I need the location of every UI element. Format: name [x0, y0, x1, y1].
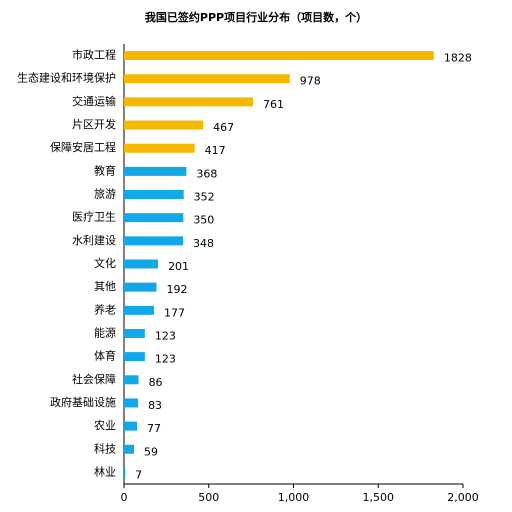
y-tick-label: 医疗卫生: [72, 210, 116, 224]
y-tick-label: 水利建设: [72, 233, 116, 247]
bar: [124, 328, 145, 338]
x-tick-label: 0: [121, 491, 128, 504]
value-label: 177: [164, 306, 185, 319]
bar: [124, 375, 139, 385]
y-tick-label: 社会保障: [72, 372, 116, 386]
value-label: 350: [193, 214, 214, 227]
bar: [124, 467, 126, 477]
value-label: 467: [213, 121, 234, 134]
y-tick-label: 养老: [94, 302, 116, 316]
y-tick-label: 教育: [94, 163, 116, 177]
value-label: 7: [135, 468, 142, 481]
value-label: 59: [144, 445, 158, 458]
x-tick-label: 2,000: [447, 491, 479, 504]
y-tick-label: 市政工程: [72, 48, 116, 62]
bar: [124, 352, 145, 362]
bar: [124, 143, 195, 153]
bar: [124, 97, 253, 107]
y-tick-label: 体育: [94, 349, 116, 363]
value-label: 201: [168, 260, 189, 273]
bar: [124, 190, 184, 200]
bar: [124, 259, 159, 269]
chart-title: 我国已签约PPP项目行业分布（项目数，个）: [145, 10, 367, 24]
value-label: 348: [193, 237, 214, 250]
bar: [124, 282, 157, 292]
y-tick-label: 文化: [94, 256, 116, 270]
y-tick-label: 能源: [94, 325, 116, 339]
value-label: 192: [167, 283, 188, 296]
bar: [124, 51, 434, 61]
y-tick-label: 旅游: [94, 187, 116, 201]
value-label: 77: [147, 422, 161, 435]
value-label: 123: [155, 353, 176, 366]
bar: [124, 444, 135, 454]
x-tick-label: 500: [198, 491, 219, 504]
value-label: 86: [149, 376, 163, 389]
value-label: 978: [300, 75, 321, 88]
value-label: 352: [194, 191, 215, 204]
bar: [124, 398, 139, 408]
value-label: 1828: [444, 52, 472, 65]
x-tick-label: 1,000: [278, 491, 310, 504]
value-label: 123: [155, 329, 176, 342]
y-tick-label: 政府基础设施: [50, 395, 116, 409]
y-tick-label: 科技: [94, 441, 116, 455]
y-tick-label: 交通运输: [72, 94, 116, 108]
bar: [124, 74, 290, 84]
y-tick-label: 片区开发: [72, 117, 116, 131]
value-label: 83: [148, 399, 162, 412]
bar: [124, 236, 183, 246]
bar: [124, 305, 155, 315]
bar: [124, 421, 138, 431]
x-tick-label: 1,500: [363, 491, 395, 504]
y-tick-label: 农业: [94, 418, 116, 432]
bar: [124, 213, 184, 223]
y-tick-label: 生态建设和环境保护: [17, 71, 116, 85]
y-tick-label: 林业: [94, 464, 116, 478]
value-label: 368: [196, 167, 217, 180]
y-tick-label: 其他: [94, 280, 116, 293]
bar: [124, 166, 187, 176]
value-label: 417: [205, 144, 226, 157]
value-label: 761: [263, 98, 284, 111]
bar: [124, 120, 204, 130]
y-tick-label: 保障安居工程: [50, 140, 116, 154]
